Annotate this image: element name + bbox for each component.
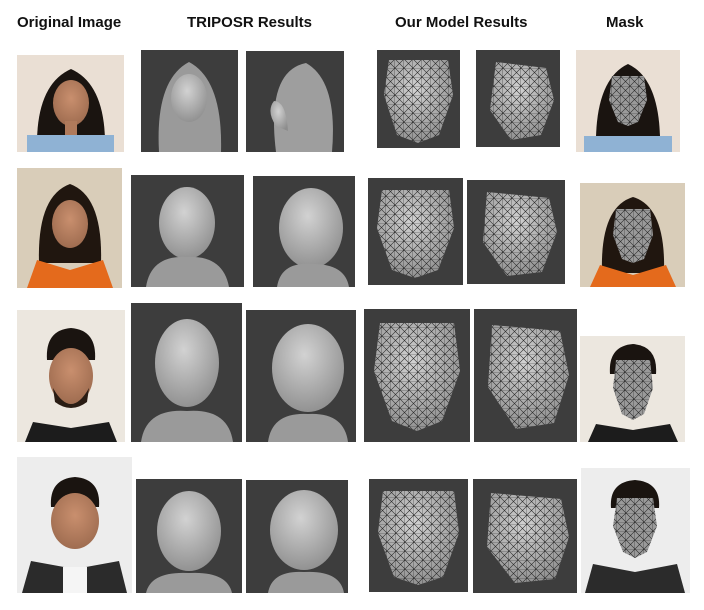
our-model-side-row-1 [476, 50, 560, 147]
triposr-side-row-1 [246, 51, 344, 152]
triposr-front-row-3 [131, 303, 242, 442]
triposr-side-row-4 [246, 480, 348, 593]
our-model-side-row-4 [473, 479, 577, 593]
original-image-row-3 [17, 310, 125, 442]
our-model-side-row-2 [467, 180, 565, 284]
header-mask: Mask [606, 14, 644, 31]
mask-row-4 [581, 468, 690, 593]
triposr-side-row-2 [253, 176, 355, 287]
our-model-front-row-2 [368, 178, 463, 285]
mask-row-1 [576, 50, 680, 152]
our-model-front-row-1 [377, 50, 460, 148]
original-image-row-4 [17, 457, 132, 593]
triposr-front-row-1 [141, 50, 238, 152]
original-image-row-2 [17, 168, 122, 288]
original-image-row-1 [17, 55, 124, 152]
triposr-front-row-4 [136, 479, 242, 593]
triposr-side-row-3 [246, 310, 356, 442]
header-our-model-results: Our Model Results [395, 14, 528, 31]
header-original-image: Original Image [17, 14, 122, 31]
our-model-front-row-4 [369, 479, 468, 592]
our-model-front-row-3 [364, 309, 470, 442]
header-triposr-results: TRIPOSR Results [187, 14, 313, 31]
triposr-front-row-2 [131, 175, 244, 287]
our-model-side-row-3 [474, 309, 577, 442]
mask-row-2 [580, 183, 685, 287]
mask-row-3 [580, 336, 685, 442]
